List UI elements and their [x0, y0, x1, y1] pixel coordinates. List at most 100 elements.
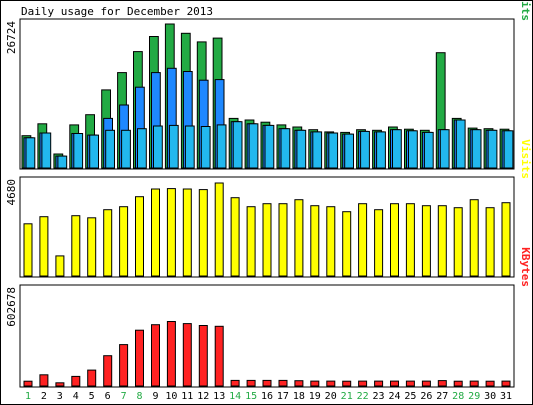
legend-kbytes: KBytes: [519, 247, 532, 287]
bar-pages-day-16: [264, 124, 275, 169]
bar-visits-day-20: [326, 206, 336, 277]
x-tick-label-day-17: 17: [277, 391, 289, 402]
x-tick-label-day-23: 23: [372, 391, 384, 402]
x-tick-label-day-13: 13: [213, 391, 225, 402]
bar-pages-day-12: [200, 126, 211, 169]
x-tick-label-day-26: 26: [420, 391, 432, 402]
legend-entry-visits: Visits: [519, 139, 532, 179]
bar-visits-day-8: [135, 196, 144, 277]
bar-pages-day-22: [360, 130, 370, 169]
bar-kbytes-day-24: [390, 380, 399, 387]
bar-pages-day-30: [487, 129, 498, 169]
bar-kbytes-day-5: [87, 369, 97, 387]
bar-visits-day-29: [469, 199, 479, 277]
bar-visits-day-16: [262, 203, 272, 277]
x-tick-label-day-14: 14: [229, 391, 241, 402]
x-tick-label-day-29: 29: [468, 391, 480, 402]
bar-kbytes-day-28: [453, 380, 463, 387]
x-tick-label-day-16: 16: [261, 391, 273, 402]
bar-pages-day-6: [105, 129, 115, 169]
bar-kbytes-day-10: [166, 321, 176, 387]
bar-pages-day-27: [439, 129, 450, 169]
bar-kbytes-day-23: [374, 380, 384, 387]
y-max-label-kbytes: 602678: [5, 287, 18, 327]
x-tick-label-day-8: 8: [136, 391, 142, 402]
bar-visits-day-27: [437, 205, 447, 277]
legend-entry-hits: Hits: [519, 1, 532, 21]
bar-visits-day-28: [453, 207, 463, 277]
bar-visits-day-13: [214, 182, 224, 277]
x-tick-label-day-21: 21: [341, 391, 353, 402]
x-tick-label-day-3: 3: [57, 391, 63, 402]
bar-visits-day-7: [119, 206, 129, 277]
bar-visits-day-21: [342, 211, 352, 277]
bar-visits-day-3: [55, 255, 65, 277]
bar-pages-day-1: [25, 137, 36, 169]
bar-kbytes-day-19: [310, 380, 320, 387]
bar-visits-day-12: [198, 189, 208, 277]
x-tick-label-day-4: 4: [73, 391, 79, 402]
bar-kbytes-day-1: [23, 380, 33, 387]
bar-visits-day-30: [485, 207, 495, 277]
y-max-label-hits-files-pages: 26724: [5, 21, 18, 54]
bar-pages-day-26: [423, 131, 434, 169]
bar-visits-day-22: [358, 203, 368, 277]
bar-visits-day-11: [182, 188, 192, 277]
x-tick-label-day-25: 25: [404, 391, 416, 402]
bar-kbytes-day-2: [39, 374, 49, 387]
x-tick-label-day-18: 18: [293, 391, 305, 402]
bar-pages-day-7: [121, 129, 131, 169]
y-max-label-visits: 4680: [5, 179, 18, 206]
bar-pages-day-5: [89, 134, 99, 169]
bar-kbytes-day-13: [214, 325, 224, 387]
bar-pages-day-17: [280, 128, 291, 169]
bar-visits-day-31: [501, 202, 511, 277]
bar-pages-day-10: [168, 124, 179, 169]
bar-pages-day-11: [184, 125, 195, 169]
bar-kbytes-day-27: [437, 380, 447, 387]
bar-kbytes-day-4: [71, 375, 81, 387]
bar-visits-day-26: [421, 205, 431, 277]
chart-title: Daily usage for December 2013: [21, 5, 213, 18]
bar-visits-day-15: [246, 206, 256, 277]
bar-pages-day-28: [455, 119, 466, 169]
bar-kbytes-day-7: [119, 344, 129, 387]
x-tick-label-day-9: 9: [152, 391, 158, 402]
bar-kbytes-day-3: [55, 382, 65, 387]
legend-hits-files-pages: Pages/Files/Hits: [519, 1, 532, 21]
legend-visits: Visits: [519, 139, 532, 179]
legend-entry-kbytes: KBytes: [519, 247, 532, 287]
bar-pages-day-19: [312, 131, 323, 169]
bar-pages-day-24: [392, 129, 402, 169]
bar-kbytes-day-16: [262, 379, 272, 387]
x-tick-label-day-6: 6: [105, 391, 111, 402]
bar-visits-day-10: [166, 188, 176, 277]
x-tick-label-day-24: 24: [388, 391, 400, 402]
bar-visits-day-25: [405, 203, 415, 277]
bar-pages-day-15: [248, 123, 259, 169]
x-tick-label-day-28: 28: [452, 391, 464, 402]
bar-kbytes-day-12: [198, 325, 208, 387]
x-tick-label-day-31: 31: [500, 391, 512, 402]
x-tick-label-day-15: 15: [245, 391, 257, 402]
x-tick-label-day-27: 27: [436, 391, 448, 402]
panel-frame-kbytes: [19, 284, 515, 388]
bar-kbytes-day-20: [326, 380, 336, 387]
bar-pages-day-3: [57, 155, 68, 169]
bar-visits-day-5: [87, 217, 97, 277]
bar-kbytes-day-29: [469, 380, 479, 387]
x-tick-label-day-7: 7: [121, 391, 127, 402]
bar-pages-day-8: [137, 128, 147, 169]
bar-pages-day-31: [503, 130, 514, 169]
x-tick-label-day-1: 1: [25, 391, 31, 402]
bar-kbytes-day-22: [358, 380, 368, 387]
x-tick-label-day-22: 22: [357, 391, 369, 402]
x-tick-label-day-5: 5: [89, 391, 95, 402]
x-tick-label-day-30: 30: [484, 391, 496, 402]
x-tick-label-day-12: 12: [197, 391, 209, 402]
bar-kbytes-day-8: [135, 329, 144, 387]
bar-visits-day-2: [39, 216, 49, 277]
bar-pages-day-13: [216, 124, 227, 169]
bar-visits-day-6: [103, 209, 113, 277]
